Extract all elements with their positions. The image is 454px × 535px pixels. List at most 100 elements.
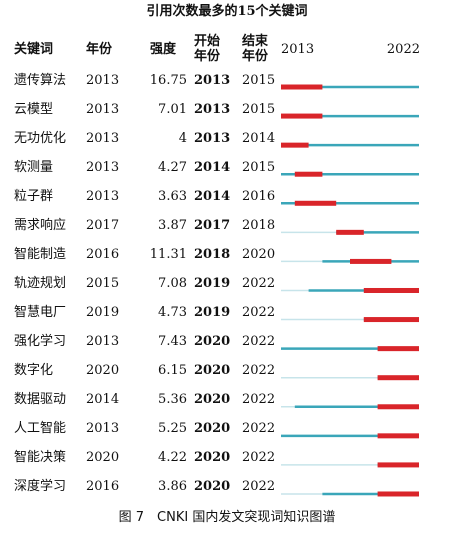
burst-bar (363, 317, 419, 323)
burst-bar (336, 229, 364, 235)
burst-bar (281, 113, 323, 119)
strength: 7.08 (158, 275, 187, 291)
year: 2017 (86, 217, 120, 233)
begin-year: 2019 (194, 275, 231, 291)
keyword: 人工智能 (14, 421, 67, 437)
burst-bar (281, 142, 309, 148)
year: 2013 (86, 101, 120, 117)
begin-year: 2013 (194, 130, 231, 146)
strength: 5.36 (158, 392, 187, 408)
title: 引用次数最多的15个关键词 (146, 4, 308, 19)
timeline-end: 2022 (386, 42, 420, 57)
burst-bar (377, 491, 419, 497)
strength: 16.75 (149, 72, 187, 88)
keyword: 需求响应 (14, 217, 67, 233)
end-year: 2022 (242, 334, 276, 350)
end-year: 2022 (242, 275, 276, 291)
header-keyword: 关键词 (14, 42, 54, 57)
end-year: 2022 (242, 363, 276, 379)
year: 2013 (86, 159, 120, 175)
end-year: 2015 (242, 101, 276, 117)
burst-bar (377, 462, 419, 468)
strength: 4.27 (158, 159, 187, 175)
end-year: 2022 (242, 421, 276, 437)
begin-year: 2020 (194, 421, 231, 437)
year: 2013 (86, 334, 120, 350)
keyword: 软测量 (14, 159, 54, 175)
keyword: 云模型 (14, 101, 54, 117)
caption: 图 7 CNKI 国内发文突现词知识图谱 (118, 510, 336, 525)
year: 2014 (86, 392, 120, 408)
header-strength: 强度 (150, 42, 177, 57)
strength: 3.86 (158, 479, 187, 495)
end-year: 2022 (242, 450, 276, 466)
burst-bar (294, 171, 323, 177)
header-end: 结束年份 (242, 34, 269, 64)
year: 2013 (86, 72, 120, 88)
strength: 6.15 (158, 363, 187, 379)
keyword: 轨迹规划 (14, 275, 67, 291)
year: 2019 (86, 305, 120, 321)
keyword: 数据驱动 (14, 392, 67, 408)
begin-year: 2020 (194, 479, 231, 495)
begin-year: 2013 (194, 101, 231, 117)
begin-year: 2020 (194, 334, 231, 350)
begin-year: 2019 (194, 305, 231, 321)
begin-year: 2020 (194, 450, 231, 466)
begin-year: 2013 (194, 72, 231, 88)
burst-bar (281, 84, 323, 90)
end-year: 2022 (242, 392, 276, 408)
keyword: 强化学习 (14, 334, 67, 350)
end-year: 2015 (242, 72, 276, 88)
year: 2013 (86, 130, 120, 146)
timeline-start: 2013 (281, 42, 315, 57)
begin-year: 2017 (194, 217, 231, 233)
strength: 7.43 (158, 334, 187, 350)
keyword: 无功优化 (14, 130, 67, 146)
strength: 11.31 (149, 246, 187, 262)
strength: 4.73 (158, 305, 187, 321)
burst-bar (294, 200, 337, 206)
burst-bar (377, 346, 419, 352)
burst-bar (377, 433, 419, 439)
end-year: 2014 (242, 130, 276, 146)
keyword: 深度学习 (14, 479, 67, 495)
burst-bar (377, 404, 419, 410)
strength: 7.01 (158, 101, 187, 117)
burst-bar (350, 258, 392, 264)
keyword: 智能决策 (14, 450, 67, 466)
begin-year: 2020 (194, 363, 231, 379)
header-begin: 开始年份 (194, 34, 221, 64)
year: 2015 (86, 275, 120, 291)
header-year: 年份 (86, 42, 113, 57)
burst-bar (377, 375, 419, 381)
end-year: 2020 (242, 246, 276, 262)
year: 2020 (86, 363, 120, 379)
strength: 3.63 (158, 188, 187, 204)
end-year: 2018 (242, 217, 276, 233)
year: 2013 (86, 188, 120, 204)
strength: 5.25 (158, 421, 187, 437)
year: 2016 (86, 479, 120, 495)
year: 2016 (86, 246, 120, 262)
keyword: 数字化 (14, 363, 54, 379)
begin-year: 2018 (194, 246, 231, 262)
end-year: 2022 (242, 479, 276, 495)
year: 2020 (86, 450, 120, 466)
keyword: 遗传算法 (14, 72, 67, 88)
strength: 3.87 (158, 217, 187, 233)
end-year: 2022 (242, 305, 276, 321)
strength: 4 (178, 130, 187, 146)
strength: 4.22 (158, 450, 187, 466)
burst-bar (363, 287, 419, 293)
begin-year: 2020 (194, 392, 231, 408)
keyword: 粒子群 (14, 188, 54, 204)
keyword: 智慧电厂 (14, 305, 67, 321)
year: 2013 (86, 421, 120, 437)
begin-year: 2014 (194, 188, 231, 204)
end-year: 2015 (242, 159, 276, 175)
begin-year: 2014 (194, 159, 231, 175)
keyword: 智能制造 (14, 246, 67, 262)
